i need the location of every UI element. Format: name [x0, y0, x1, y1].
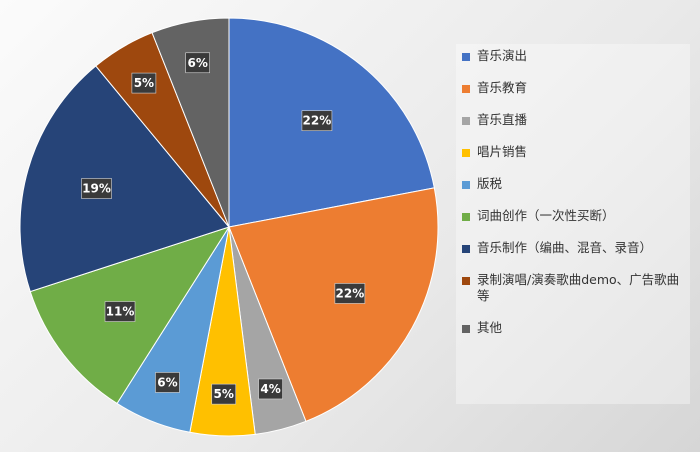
data-label-box	[301, 110, 333, 132]
legend-label: 词曲创作（一次性买断）	[477, 208, 615, 223]
data-label-3: 5%	[211, 383, 237, 405]
data-label-box	[211, 383, 237, 405]
data-label-box	[131, 72, 157, 94]
legend-swatch	[462, 245, 470, 253]
data-label-box	[334, 283, 366, 304]
legend-item-3: 唱片销售	[462, 144, 684, 160]
data-label-text: 4%	[260, 382, 280, 396]
legend: 音乐演出音乐教育音乐直播唱片销售版税词曲创作（一次性买断） 音乐制作（编曲、混音、…	[456, 44, 690, 404]
legend-item-8: 其他	[462, 320, 684, 336]
data-label-box	[155, 372, 180, 393]
data-label-text: 22%	[303, 114, 332, 128]
data-label-7: 5%	[131, 72, 157, 94]
legend-item-2: 音乐直播	[462, 112, 684, 128]
legend-item-0: 音乐演出	[462, 48, 684, 64]
pie-slice-6	[19, 65, 230, 293]
legend-swatch	[462, 213, 470, 221]
legend-label: 音乐制作（编曲、混音、录音）	[477, 240, 653, 255]
legend-swatch	[462, 149, 470, 157]
legend-swatch	[462, 325, 470, 333]
data-label-box	[104, 301, 136, 322]
data-label-text: 6%	[157, 375, 177, 389]
data-label-box	[258, 378, 283, 400]
pie-slice-1	[228, 187, 439, 422]
data-label-4: 6%	[155, 372, 180, 393]
legend-swatch	[462, 85, 470, 93]
data-label-box	[81, 178, 112, 199]
legend-item-5: 词曲创作（一次性买断）	[462, 208, 684, 224]
data-label-2: 4%	[258, 378, 283, 400]
legend-item-7: 录制演唱/演奏歌曲demo、广告歌曲等	[462, 272, 684, 304]
data-label-text: 6%	[187, 56, 207, 70]
data-label-text: 19%	[82, 182, 111, 196]
data-label-text: 5%	[134, 76, 154, 90]
legend-label: 版税	[477, 176, 503, 191]
data-label-6: 19%	[81, 178, 112, 199]
legend-item-6: 音乐制作（编曲、混音、录音）	[462, 240, 684, 256]
legend-label: 其他	[477, 320, 503, 335]
data-label-0: 22%	[301, 110, 333, 132]
legend-swatch	[462, 117, 470, 125]
data-label-1: 22%	[334, 283, 366, 304]
legend-swatch	[462, 277, 470, 285]
legend-label: 录制演唱/演奏歌曲demo、广告歌曲等	[477, 272, 680, 303]
data-label-box	[185, 52, 210, 74]
legend-label: 唱片销售	[477, 144, 528, 159]
legend-label: 音乐教育	[477, 80, 528, 95]
legend-label: 音乐直播	[477, 112, 528, 127]
legend-item-4: 版税	[462, 176, 684, 192]
data-label-text: 11%	[106, 305, 135, 319]
data-label-5: 11%	[104, 301, 136, 322]
legend-label: 音乐演出	[477, 48, 528, 63]
legend-swatch	[462, 53, 470, 61]
data-label-8: 6%	[185, 52, 210, 74]
legend-swatch	[462, 181, 470, 189]
data-label-text: 5%	[214, 387, 234, 401]
legend-item-1: 音乐教育	[462, 80, 684, 96]
data-label-text: 22%	[336, 286, 365, 300]
